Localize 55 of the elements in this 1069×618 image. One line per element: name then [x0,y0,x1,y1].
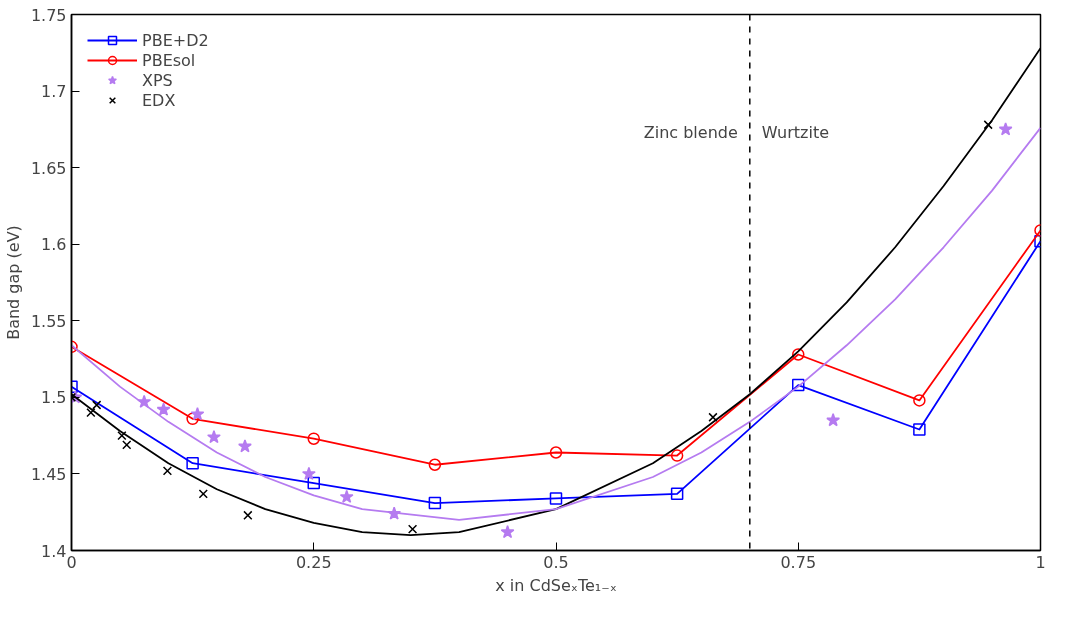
x-tick-label: 0.75 [780,552,817,572]
point [207,429,221,444]
point [156,402,171,416]
point [307,432,320,445]
y-tick-label: 1.4 [41,541,67,561]
point [186,412,199,426]
point [198,489,208,499]
annotation: Zinc blende [643,123,738,142]
point [792,378,805,392]
point [428,496,442,510]
point [238,439,252,453]
annotation: Wurtzite [761,123,829,142]
point [670,449,684,462]
x-tick-label: 1 [1035,552,1046,572]
legend-label: PBEsol [142,50,196,70]
x-tick-label: 0.25 [295,552,332,572]
point [913,423,926,436]
y-tick-label: 1.5 [41,388,67,408]
point [301,466,316,480]
point [670,487,684,501]
point [913,394,926,407]
point [339,489,354,503]
legend-label: EDX [142,90,176,110]
point [983,120,993,130]
y-tick-label: 1.45 [30,464,67,484]
point [307,476,320,490]
point [428,458,442,471]
y-tick-label: 1.75 [30,5,67,25]
legend-label: XPS [142,70,173,90]
point [186,456,199,470]
y-tick-label: 1.7 [41,82,67,102]
point [190,406,205,421]
line-series [71,126,1041,521]
x-tick-label: 0 [66,552,77,572]
point [243,510,253,520]
point [122,440,132,450]
y-tick-label: 1.55 [30,311,67,331]
legend-label: PBE+D2 [142,30,209,50]
point [86,408,96,418]
point [407,524,418,534]
point [162,466,173,476]
point [708,412,718,422]
point [92,400,102,410]
y-tick-label: 1.65 [30,158,67,178]
point [792,348,805,361]
point [500,524,515,539]
y-axis-title: Band gap (eV) [3,225,23,340]
x-axis-title: x in CdSeₓTe₁₋ₓ [495,575,617,595]
point [826,413,841,427]
point [998,122,1013,136]
point [549,492,563,505]
x-tick-label: 0.5 [543,552,569,572]
point [117,431,127,441]
y-tick-label: 1.6 [41,235,67,255]
point [549,446,563,459]
